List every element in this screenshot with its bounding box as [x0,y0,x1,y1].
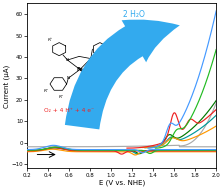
Text: 2 H₂O: 2 H₂O [123,10,145,19]
Y-axis label: Current (μA): Current (μA) [4,64,10,108]
X-axis label: E (V vs. NHE): E (V vs. NHE) [99,179,145,186]
Text: O₂ + 4 H⁺ + 4 e⁻: O₂ + 4 H⁺ + 4 e⁻ [44,108,94,113]
